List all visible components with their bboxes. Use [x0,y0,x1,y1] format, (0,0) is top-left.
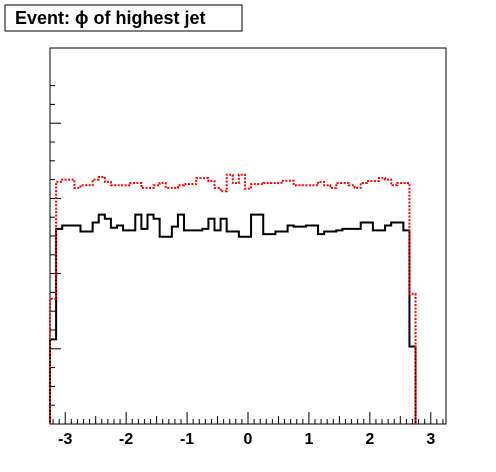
x-tick-label: -3 [58,431,72,448]
x-tick-label: 2 [365,431,374,448]
x-tick-label: -1 [180,431,194,448]
chart-title: Event: ϕ of highest jet [15,8,206,28]
x-tick-label: 1 [304,431,313,448]
title-box-border [4,4,243,32]
series-line-1 [49,213,417,424]
x-tick-label: 3 [426,431,435,448]
x-tick-label: -2 [119,431,133,448]
x-axis-tick-labels: -3 -2 -1 0 1 2 3 [58,431,435,448]
y-axis-ticks [50,85,61,406]
title-box: Event: ϕ of highest jet [4,4,243,32]
x-tick-label: 0 [244,431,253,448]
series-layer [49,173,417,424]
x-axis-ticks [52,412,444,424]
series-line-2 [49,173,417,424]
